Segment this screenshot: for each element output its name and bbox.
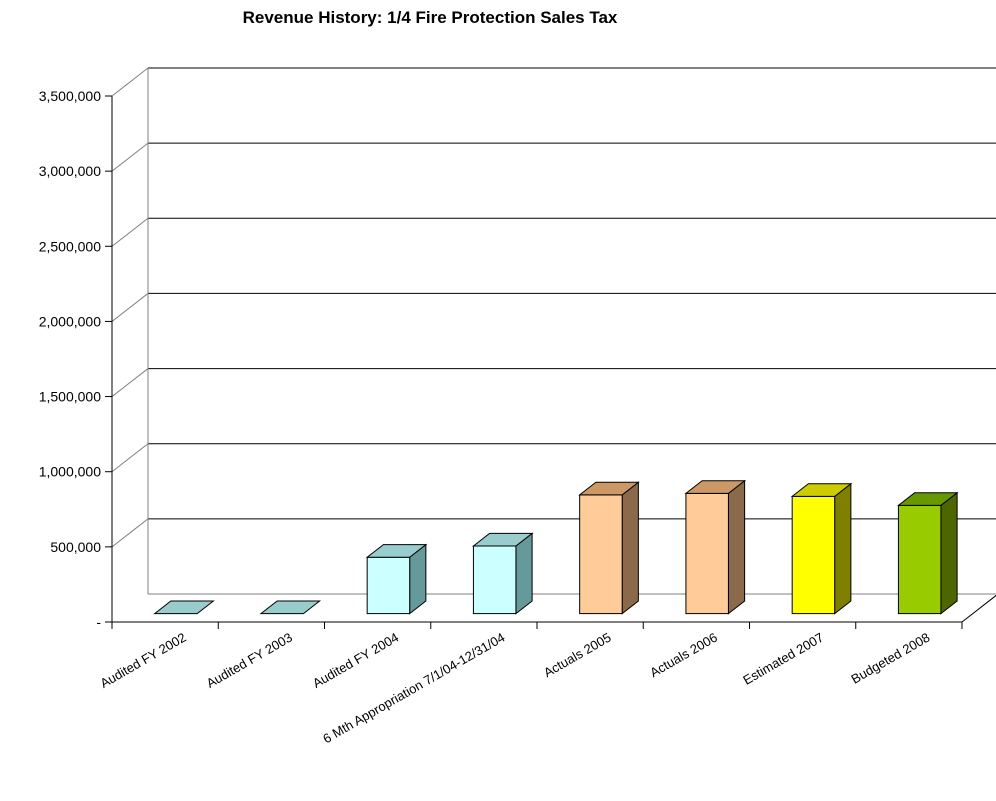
chart-title: Revenue History: 1/4 Fire Protection Sal… [242, 8, 618, 27]
bar-front [685, 492, 729, 615]
x-tick-label: Estimated 2007 [740, 630, 826, 688]
bar-top [471, 532, 534, 547]
x-tick-label: Audited FY 2002 [97, 630, 188, 691]
bar [684, 479, 747, 615]
tick-labels: - 500,000 1,000,000 1,500,000 2,000,000 2,500… [39, 88, 933, 746]
x-tick-label: Actuals 2006 [647, 630, 720, 681]
bar-top [684, 480, 747, 494]
bar [471, 532, 534, 615]
x-tick-label: Actuals 2005 [541, 630, 614, 681]
y-tick-label: 500,000 [50, 539, 101, 555]
gridline-side [111, 67, 149, 97]
bar-front [366, 556, 411, 615]
gridline-side [111, 142, 149, 172]
y-tick-label: 2,500,000 [39, 238, 101, 254]
bar-top [790, 483, 853, 497]
bar [790, 482, 853, 615]
y-tick-label: 3,500,000 [39, 88, 101, 104]
gridline-side [111, 293, 149, 322]
gridline-side [111, 217, 149, 247]
bar-side [727, 479, 746, 615]
bar [153, 600, 215, 615]
bar-front [472, 545, 517, 615]
axes [105, 68, 996, 629]
x-tick-label: Budgeted 2008 [848, 630, 932, 687]
gridlines [111, 67, 996, 548]
bar-top [896, 492, 959, 506]
gridline-side [111, 368, 149, 397]
y-tick-label: - [96, 614, 101, 630]
bars [153, 479, 959, 615]
y-tick-label: 2,000,000 [39, 313, 101, 329]
x-tick-label: Audited FY 2003 [204, 630, 295, 691]
bar-top [153, 600, 215, 615]
gridline-side [111, 443, 149, 473]
bar-top [259, 600, 322, 615]
bar [896, 491, 959, 615]
gridline-side [111, 518, 149, 548]
y-tick-label: 1,500,000 [39, 389, 101, 405]
bar [259, 600, 322, 615]
bar [578, 481, 640, 615]
bar-top [365, 544, 428, 558]
bar-side [515, 532, 533, 615]
bar-side [621, 481, 639, 615]
y-tick-label: 3,000,000 [39, 163, 101, 179]
bar-side [834, 482, 852, 615]
x-tick-label: 6 Mth Appropriation 7/1/04-12/31/04 [320, 630, 507, 747]
bar-front [579, 494, 623, 615]
bar-front [897, 504, 942, 615]
bar-top [578, 481, 640, 496]
x-tick-label: Audited FY 2004 [310, 630, 401, 691]
bar-front [791, 495, 836, 615]
y-tick-label: 1,000,000 [39, 464, 101, 480]
bar-side [940, 491, 958, 615]
floor-right-edge [961, 594, 996, 623]
bar [365, 543, 428, 615]
